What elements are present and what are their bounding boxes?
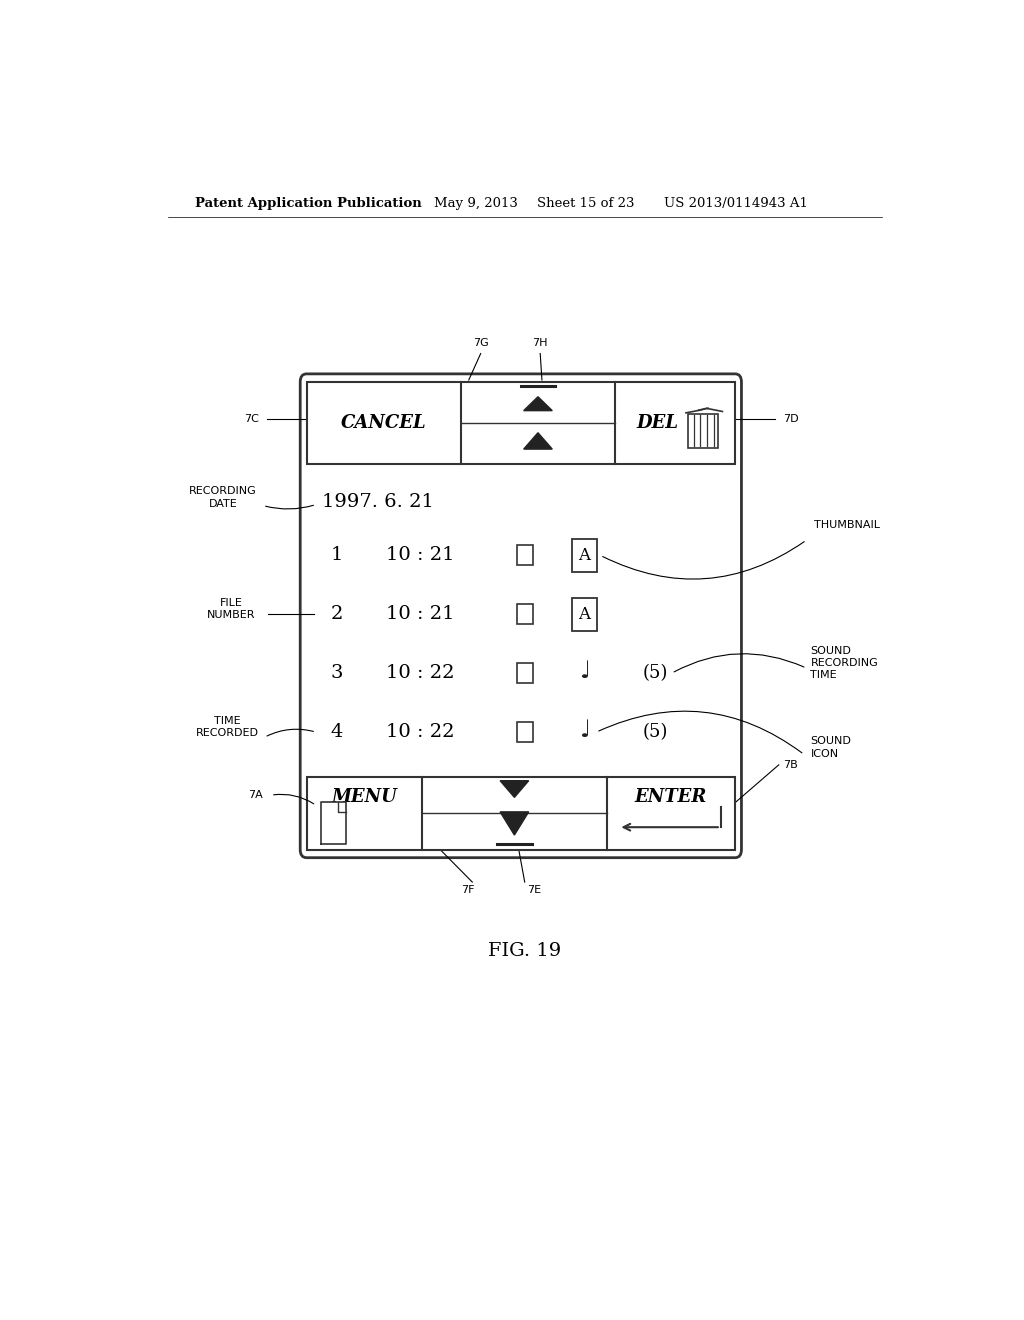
Text: 3: 3 <box>331 664 343 682</box>
Text: 10 : 21: 10 : 21 <box>386 546 455 565</box>
Text: RECORDING
DATE: RECORDING DATE <box>189 486 257 508</box>
Text: FIG. 19: FIG. 19 <box>488 942 561 960</box>
Text: 7D: 7D <box>782 414 799 424</box>
Text: 10 : 22: 10 : 22 <box>386 664 455 682</box>
Text: ENTER: ENTER <box>635 788 707 807</box>
Text: 7B: 7B <box>782 760 798 770</box>
Bar <box>306 381 735 463</box>
Text: 7A: 7A <box>248 791 263 800</box>
FancyBboxPatch shape <box>300 374 741 858</box>
Text: (5): (5) <box>643 664 669 682</box>
Text: 7F: 7F <box>462 886 475 895</box>
Text: ♩: ♩ <box>579 718 590 742</box>
Text: Sheet 15 of 23: Sheet 15 of 23 <box>537 197 634 210</box>
Text: 1997. 6. 21: 1997. 6. 21 <box>323 494 434 511</box>
Text: SOUND
RECORDING
TIME: SOUND RECORDING TIME <box>811 645 879 680</box>
Text: 4: 4 <box>331 723 343 741</box>
Text: 7H: 7H <box>532 338 548 348</box>
Text: DEL: DEL <box>636 414 678 432</box>
Bar <box>688 413 719 447</box>
Text: FILE
NUMBER: FILE NUMBER <box>207 598 255 620</box>
Bar <box>571 598 597 631</box>
Text: 10 : 22: 10 : 22 <box>386 723 455 741</box>
Bar <box>517 605 532 624</box>
Text: 1: 1 <box>331 546 343 565</box>
Text: SOUND
ICON: SOUND ICON <box>811 737 851 759</box>
Text: 7G: 7G <box>473 338 488 348</box>
Text: 7C: 7C <box>244 414 259 424</box>
Text: MENU: MENU <box>332 788 397 807</box>
Bar <box>571 539 597 572</box>
Text: ♩: ♩ <box>579 659 590 684</box>
Text: (5): (5) <box>643 723 669 741</box>
Polygon shape <box>500 780 528 797</box>
Text: THUMBNAIL: THUMBNAIL <box>814 520 881 529</box>
Text: 2: 2 <box>331 606 343 623</box>
Text: Patent Application Publication: Patent Application Publication <box>196 197 422 210</box>
Text: US 2013/0114943 A1: US 2013/0114943 A1 <box>664 197 808 210</box>
Polygon shape <box>500 812 528 836</box>
Text: May 9, 2013: May 9, 2013 <box>433 197 517 210</box>
Text: TIME
RECORDED: TIME RECORDED <box>196 715 259 738</box>
Bar <box>517 545 532 565</box>
Text: 7E: 7E <box>527 886 542 895</box>
Bar <box>517 722 532 742</box>
Polygon shape <box>523 433 552 449</box>
Bar <box>517 663 532 684</box>
Text: 10 : 21: 10 : 21 <box>386 606 455 623</box>
Bar <box>306 777 735 850</box>
Text: CANCEL: CANCEL <box>341 414 427 432</box>
Text: A: A <box>579 606 590 623</box>
Polygon shape <box>523 397 552 411</box>
Text: A: A <box>579 546 590 564</box>
